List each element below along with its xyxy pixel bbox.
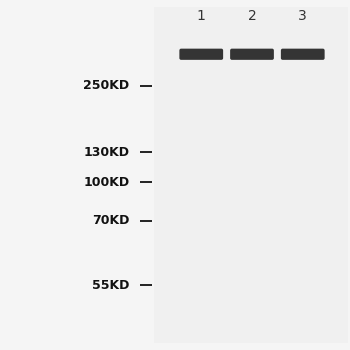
Text: 100KD: 100KD [83,175,130,189]
Text: 130KD: 130KD [84,146,130,159]
Text: 2: 2 [248,9,256,23]
Text: 55KD: 55KD [92,279,130,292]
FancyBboxPatch shape [230,49,274,60]
Text: 70KD: 70KD [92,214,130,227]
FancyBboxPatch shape [154,7,348,343]
Text: 1: 1 [197,9,206,23]
FancyBboxPatch shape [281,49,325,60]
FancyBboxPatch shape [179,49,223,60]
Text: 3: 3 [298,9,307,23]
Text: 250KD: 250KD [83,79,130,92]
